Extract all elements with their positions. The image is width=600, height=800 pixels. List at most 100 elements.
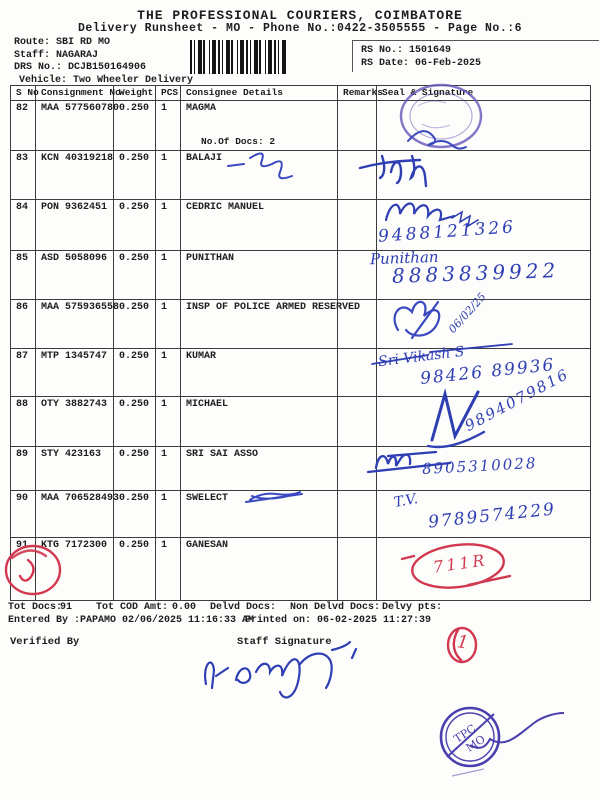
non-delvd-docs-label: Non Delvd Docs: — [290, 602, 381, 613]
drs-value: DCJB150164906 — [68, 62, 147, 73]
stamp-text-line2: MO — [464, 733, 488, 755]
cell-consignment: KCN 40319218 — [35, 150, 114, 200]
staff-signature — [204, 640, 358, 699]
cell-remarks — [337, 199, 377, 251]
barcode — [190, 40, 286, 74]
cell-consignment: MAA 577560780 — [35, 100, 119, 151]
cell-pcs: 1 — [155, 250, 181, 300]
rs-no-line: RS No.: 1501649 — [361, 45, 452, 56]
col-consignment: Consignment No — [35, 85, 121, 101]
tpc-mo-stamp: TPC MO — [439, 706, 565, 777]
cell-weight: 0.250 — [113, 537, 156, 601]
cell-consignee: SRI SAI ASSO — [180, 446, 338, 491]
col-pcs: PCS — [155, 85, 181, 101]
cell-sno: 83 — [10, 150, 36, 200]
cell-consignee: SWELECT — [180, 490, 338, 538]
vehicle-line: Vehicle: Two Wheeler Delivery — [19, 74, 194, 86]
signature-through-stamp — [469, 712, 565, 749]
cell-consignee: BALAJI — [180, 150, 338, 200]
cell-weight: 0.250 — [113, 446, 156, 491]
runsheet-table: S No Consignment No Weight PCS Consignee… — [10, 85, 591, 601]
table-row: 86 MAA 575936558 0.250 1 INSP OF POLICE … — [10, 299, 591, 349]
cell-sno: 84 — [10, 199, 36, 251]
cell-pcs: 1 — [155, 446, 181, 491]
cell-weight: 0.250 — [113, 348, 156, 397]
table-row: 83 KCN 40319218 0.250 1 BALAJI — [10, 150, 591, 200]
cell-consignee: INSP OF POLICE ARMED RESERVED — [180, 299, 360, 349]
cell-weight: 0.250 — [113, 250, 156, 300]
cell-consignee: CEDRIC MANUEL — [180, 199, 338, 251]
cell-pcs: 1 — [155, 537, 181, 601]
col-weight: Weight — [113, 85, 156, 101]
cell-pcs: 1 — [155, 299, 181, 349]
table-row: 88 OTY 3882743 0.250 1 MICHAEL — [10, 396, 591, 447]
cell-consignment: PON 9362451 — [35, 199, 114, 251]
tot-docs-value: 91 — [60, 602, 73, 613]
cell-seal — [376, 299, 591, 349]
printed-on: Printed on: 06-02-2025 11:27:39 — [245, 615, 432, 626]
col-remarks: Remarks — [337, 85, 383, 101]
cell-sno: 85 — [10, 250, 36, 300]
table-row: 91 KTG 7172300 0.250 1 GANESAN — [10, 537, 591, 601]
cell-remarks — [337, 100, 377, 151]
table-row: 82 MAA 577560780 0.250 1 MAGMA No.Of Docs… — [10, 100, 591, 151]
route-value: SBI RD MO — [56, 37, 111, 48]
cell-weight: 0.250 — [113, 100, 156, 151]
cell-consignment: ASD 5058096 — [35, 250, 114, 300]
cell-seal — [376, 490, 591, 538]
cell-pcs: 1 — [155, 490, 181, 538]
handwritten-footer-mark: 1 — [455, 631, 470, 654]
cell-consignee: MICHAEL — [180, 396, 338, 447]
cell-remarks — [337, 396, 377, 447]
cell-weight: 0.250 — [113, 299, 156, 349]
cell-weight: 0.250 — [113, 490, 156, 538]
cell-consignment: KTG 7172300 — [35, 537, 114, 601]
cell-remarks — [337, 348, 377, 397]
cell-sno: 90 — [10, 490, 36, 538]
cell-pcs: 1 — [155, 150, 181, 200]
entered-by: Entered By :PAPAMO 02/06/2025 11:16:33 A… — [8, 615, 255, 626]
table-header-row: S No Consignment No Weight PCS Consignee… — [10, 85, 591, 101]
table-row: 85 ASD 5058096 0.250 1 PUNITHAN — [10, 250, 591, 300]
stamp-text-line1: TPC — [452, 722, 479, 746]
cell-sno: 91 — [10, 537, 36, 601]
cell-remarks — [337, 250, 377, 300]
verified-by-label: Verified By — [10, 636, 80, 648]
cell-consignment: STY 423163 — [35, 446, 114, 491]
cell-pcs: 1 — [155, 199, 181, 251]
table-row: 90 MAA 706528493 0.250 1 SWELECT — [10, 490, 591, 538]
cell-seal — [376, 150, 591, 200]
table-row: 84 PON 9362451 0.250 1 CEDRIC MANUEL — [10, 199, 591, 251]
cell-weight: 0.250 — [113, 396, 156, 447]
cell-weight: 0.250 — [113, 199, 156, 251]
cell-weight: 0.250 — [113, 150, 156, 200]
cell-consignee: KUMAR — [180, 348, 338, 397]
cell-consignment: MAA 706528493 — [35, 490, 119, 538]
route-info-block: Route: SBI RD MO Staff: NAGARAJ DRS No.:… — [14, 37, 193, 87]
cell-remarks — [337, 446, 377, 491]
col-sno: S No — [10, 85, 39, 101]
drs-line: DRS No.: DCJB150164906 — [14, 62, 147, 73]
cell-seal — [376, 100, 591, 151]
cell-consignee: GANESAN — [180, 537, 338, 601]
cell-consignee: PUNITHAN — [180, 250, 338, 300]
tot-cod-label: Tot COD Amt: — [96, 602, 169, 613]
cell-sno: 88 — [10, 396, 36, 447]
cell-consignment: OTY 3882743 — [35, 396, 114, 447]
cell-remarks — [337, 490, 377, 538]
staff-signature-label: Staff Signature — [237, 636, 332, 648]
cell-sno: 86 — [10, 299, 36, 349]
col-consignee: Consignee Details — [180, 85, 338, 101]
page-subtitle: Delivery Runsheet - MO - Phone No.:0422-… — [77, 22, 523, 35]
rs-no-value: 1501649 — [409, 45, 452, 56]
delvd-docs-label: Delvd Docs: — [210, 602, 277, 613]
cell-sno: 89 — [10, 446, 36, 491]
col-seal: Seal & Signature — [376, 85, 591, 101]
cell-consignment: MTP 1345747 — [35, 348, 114, 397]
page-title: THE PROFESSIONAL COURIERS, COIMBATORE — [137, 8, 463, 23]
cell-sno: 82 — [10, 100, 36, 151]
staff-value: NAGARAJ — [56, 49, 99, 61]
rs-date-value: 06-Feb-2025 — [415, 58, 482, 69]
cell-consignment: MAA 575936558 — [35, 299, 119, 349]
cell-consignee: MAGMA No.Of Docs: 2 — [180, 100, 338, 151]
